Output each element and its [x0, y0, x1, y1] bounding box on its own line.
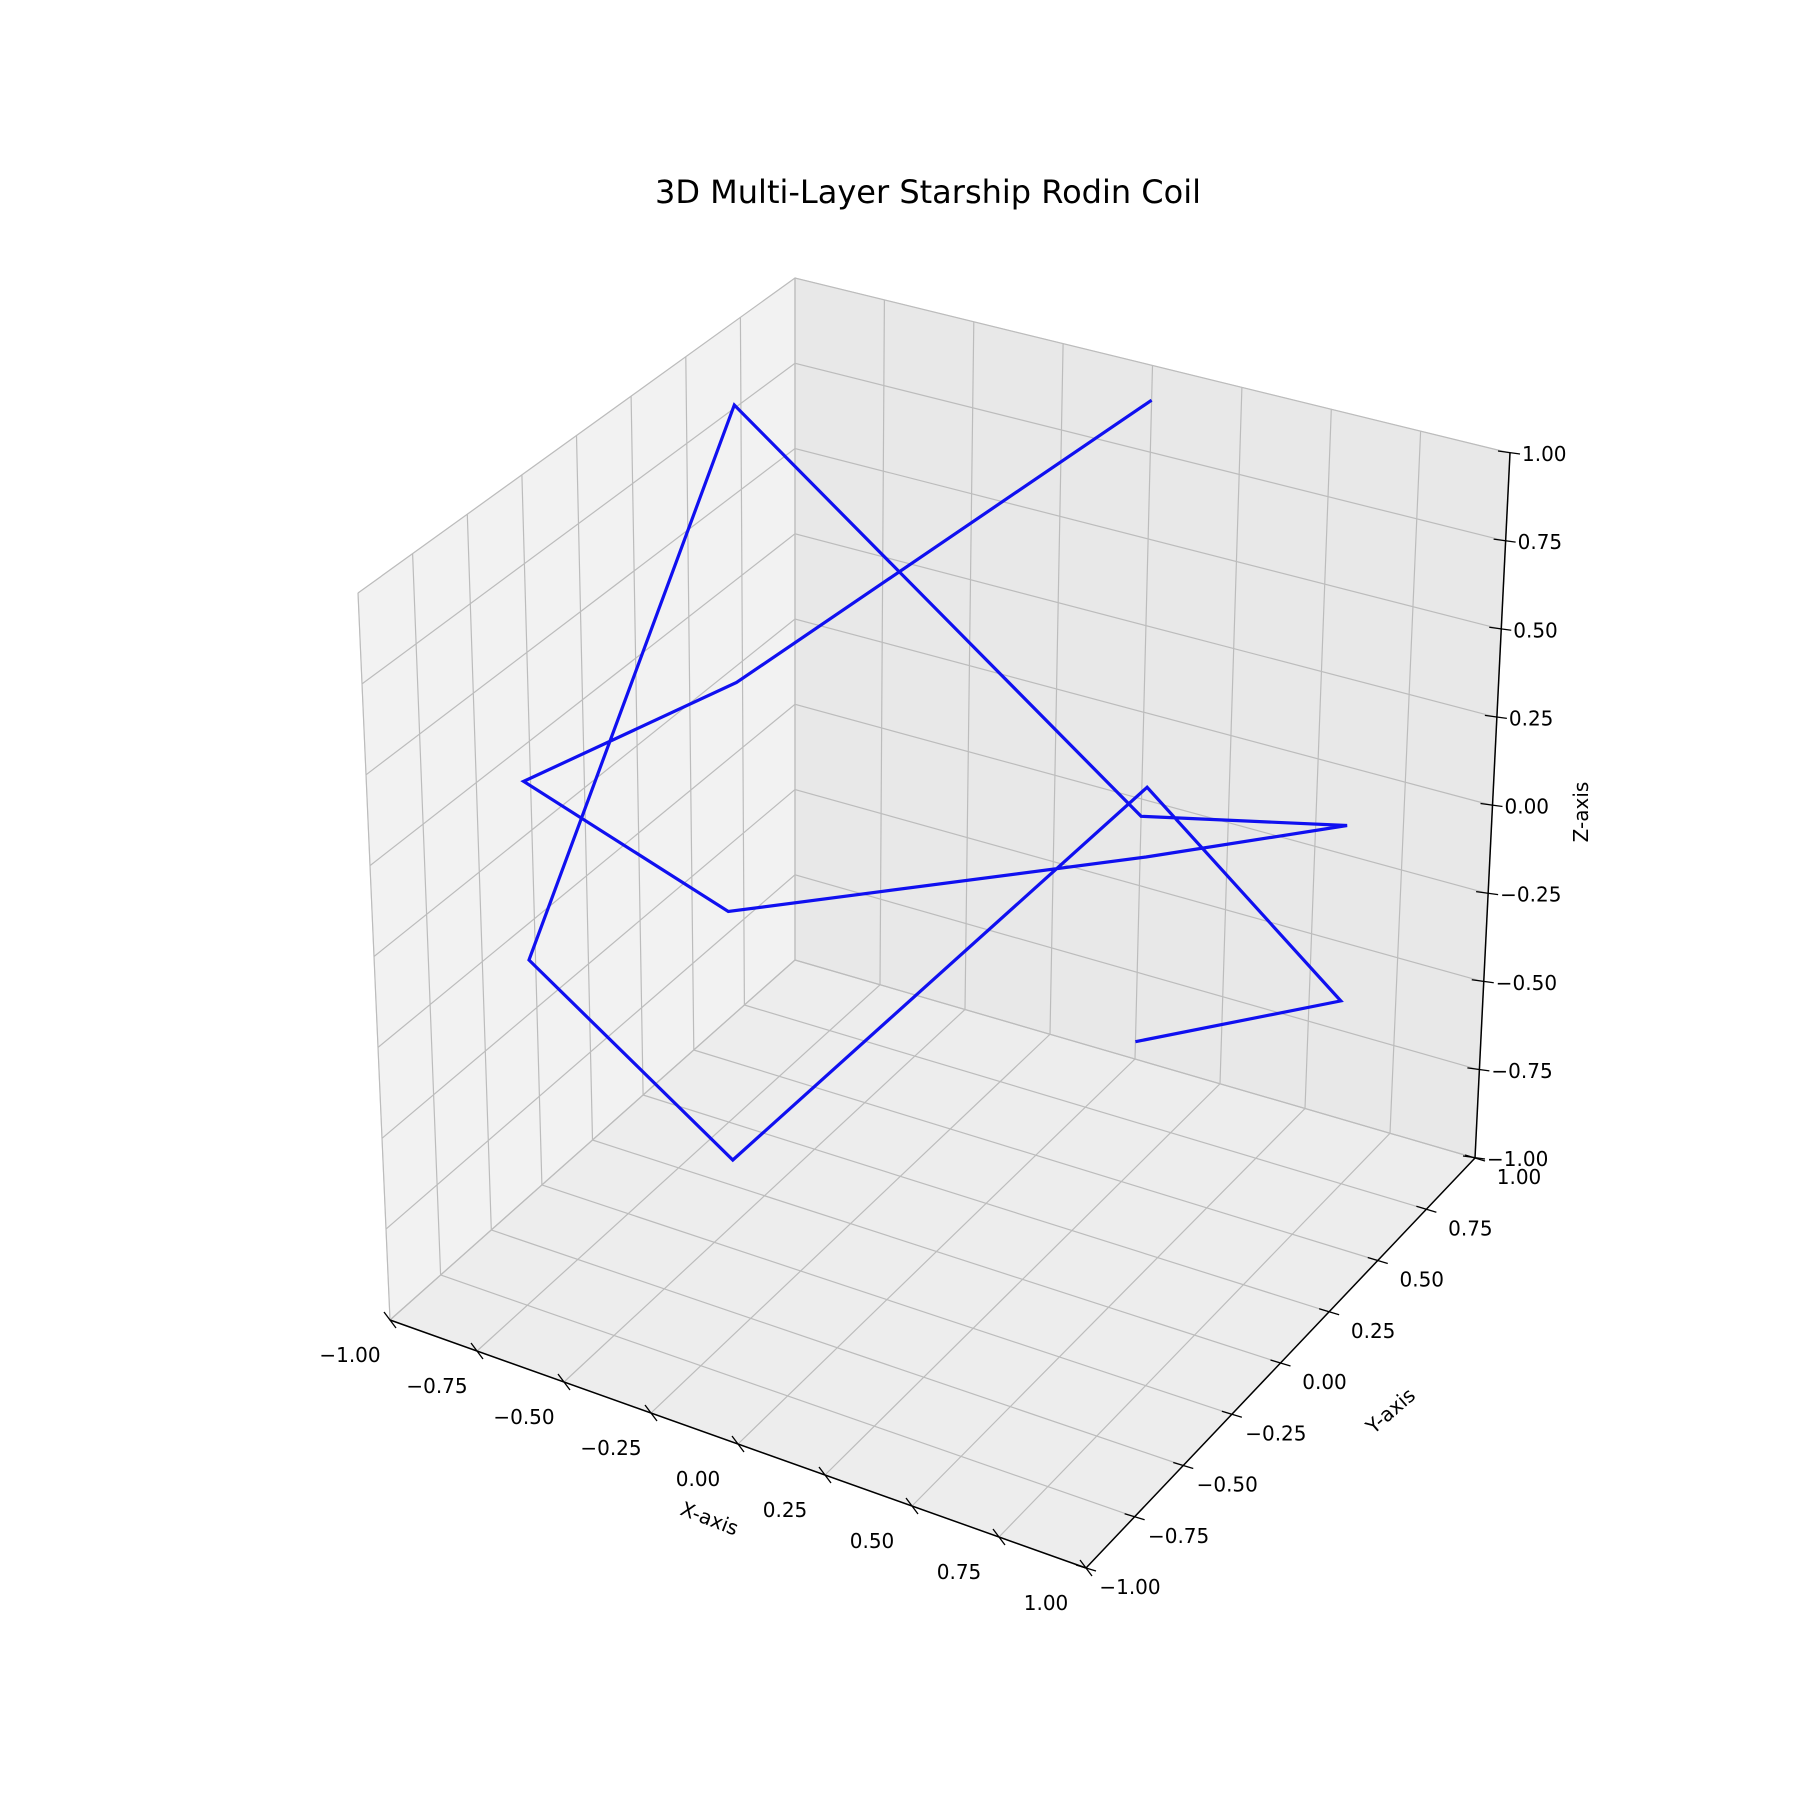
y-tick: [1221, 1410, 1243, 1418]
x-tick-label: 0.75: [937, 1560, 982, 1584]
data-series: [520, 398, 1348, 1163]
x-tick-label: 0.00: [676, 1467, 721, 1491]
z-tick-label: −0.50: [1496, 971, 1557, 995]
z-axis-title: Z-axis: [1569, 782, 1593, 843]
x-tick-label: 0.50: [850, 1529, 895, 1553]
z-tick: [1471, 979, 1494, 984]
x-tick: [1079, 1559, 1093, 1577]
y-tick-label: −0.50: [1197, 1473, 1258, 1497]
x-tick: [557, 1373, 571, 1391]
y-tick-label: 0.50: [1399, 1268, 1444, 1292]
z-tick-label: 1.00: [1522, 442, 1567, 466]
x-tick-label: −0.50: [493, 1405, 554, 1429]
z-tick: [1480, 802, 1503, 808]
x-axis-title: X-axis: [677, 1497, 742, 1541]
y-tick: [1318, 1308, 1340, 1316]
grid-line-y: [466, 514, 1184, 1467]
x-tick: [731, 1435, 745, 1453]
grid-line-y: [739, 317, 1427, 1210]
y-tick-label: 1.00: [1497, 1165, 1542, 1189]
x-tick-label: 1.00: [1024, 1591, 1069, 1615]
axis-ticks: −1.00 −1.00 −1.00 −0.75 −0.75 −0.75 −0.50 −0.50…: [319, 442, 1566, 1615]
y-tick: [1367, 1256, 1388, 1265]
y-tick-label: 0.00: [1302, 1370, 1347, 1394]
y-axis-title: Y-axis: [1360, 1383, 1420, 1439]
y-tick-label: 0.25: [1351, 1319, 1396, 1343]
z-tick-label: 0.75: [1518, 530, 1563, 554]
grid-line-z: [357, 277, 1511, 594]
y-tick-label: −0.25: [1245, 1421, 1306, 1445]
x-tick: [905, 1497, 919, 1515]
x-tick-label: 0.25: [763, 1498, 808, 1522]
x-tick: [992, 1528, 1006, 1546]
grid-lines: [357, 277, 1511, 1569]
z-tick-label: 0.00: [1505, 795, 1550, 819]
x-tick: [644, 1404, 658, 1422]
x-tick: [818, 1466, 832, 1484]
grid-line-y: [575, 435, 1281, 1364]
y-tick-label: −0.75: [1148, 1524, 1209, 1548]
grid-line-y: [412, 553, 1135, 1518]
chart-title: 3D Multi-Layer Starship Rodin Coil: [655, 173, 1201, 211]
z-tick-label: −1.00: [1487, 1147, 1548, 1171]
z-tick-label: 0.50: [1513, 618, 1558, 642]
y-tick: [1173, 1461, 1194, 1470]
y-tick: [1124, 1513, 1145, 1521]
y-tick-label: −1.00: [1099, 1575, 1160, 1599]
y-tick: [1416, 1205, 1437, 1213]
z-tick: [1484, 714, 1507, 720]
z-tick: [1493, 538, 1516, 543]
z-tick-label: −0.25: [1500, 883, 1561, 907]
z-tick: [1497, 450, 1521, 455]
z-tick-label: 0.25: [1509, 706, 1554, 730]
x-tick-label: −1.00: [319, 1343, 380, 1367]
grid-line-y: [685, 356, 1378, 1262]
z-tick: [1467, 1067, 1490, 1072]
x-tick-label: −0.25: [580, 1436, 641, 1460]
z-tick-label: −0.75: [1491, 1059, 1552, 1083]
z-tick: [1476, 890, 1499, 896]
x-tick-label: −0.75: [406, 1374, 467, 1398]
y-tick: [1464, 1154, 1486, 1162]
x-tick: [470, 1342, 484, 1360]
grid-line-y: [630, 396, 1330, 1313]
grid-line-y: [794, 278, 1476, 1159]
x-tick: [383, 1311, 397, 1329]
grid-line-y: [521, 474, 1233, 1415]
y-tick: [1270, 1359, 1291, 1367]
z-tick: [1489, 626, 1512, 631]
coil-line-0: [520, 398, 1348, 1163]
y-tick-label: 0.75: [1448, 1216, 1493, 1240]
